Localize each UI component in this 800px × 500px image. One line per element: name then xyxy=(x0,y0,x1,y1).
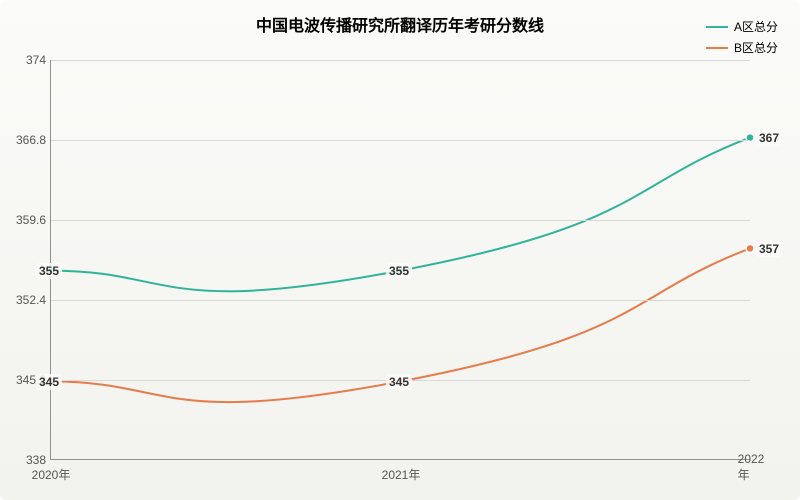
gridline xyxy=(51,220,750,221)
chart-title: 中国电波传播研究所翻译历年考研分数线 xyxy=(0,12,800,36)
legend-item: B区总分 xyxy=(706,39,778,56)
data-label: 345 xyxy=(386,374,412,390)
data-label: 367 xyxy=(756,130,782,146)
y-axis-tick: 352.4 xyxy=(6,293,46,307)
legend-swatch xyxy=(706,47,728,49)
legend-label: B区总分 xyxy=(734,39,778,56)
gridline xyxy=(51,140,750,141)
data-label: 355 xyxy=(386,263,412,279)
plot-area: 338345.2352.4359.6366.83742020年2021年2022… xyxy=(50,60,750,460)
y-axis-tick: 359.6 xyxy=(6,213,46,227)
x-axis-tick: 2020年 xyxy=(32,466,71,483)
legend-label: A区总分 xyxy=(734,18,778,35)
gridline xyxy=(51,60,750,61)
chart-container: 中国电波传播研究所翻译历年考研分数线 A区总分 B区总分 338345.2352.… xyxy=(0,0,800,500)
legend-item: A区总分 xyxy=(706,18,778,35)
legend-swatch xyxy=(706,26,728,28)
x-axis-tick: 2021年 xyxy=(382,466,421,483)
y-axis-tick: 374 xyxy=(6,53,46,67)
x-axis-tick: 2022年 xyxy=(738,452,765,483)
y-axis-tick: 338 xyxy=(6,453,46,467)
data-marker xyxy=(746,244,754,252)
legend: A区总分 B区总分 xyxy=(706,18,778,60)
plot-svg xyxy=(51,60,750,459)
y-axis-tick: 366.8 xyxy=(6,133,46,147)
gridline xyxy=(51,300,750,301)
data-label: 355 xyxy=(36,263,62,279)
data-label: 357 xyxy=(756,241,782,257)
data-label: 345 xyxy=(36,374,62,390)
